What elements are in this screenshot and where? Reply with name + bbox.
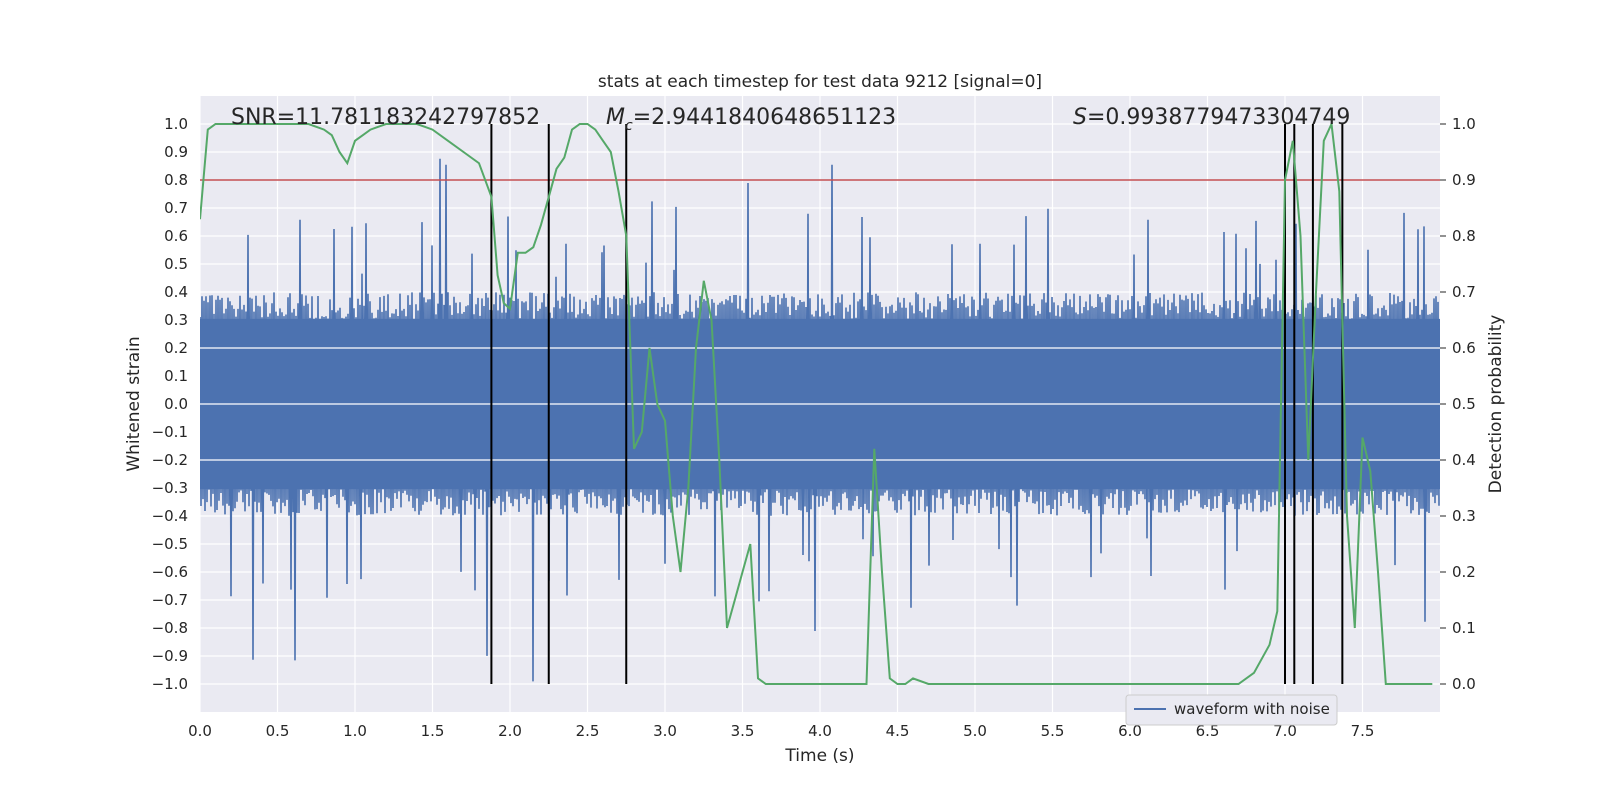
y-tick-label: −0.1 (152, 423, 188, 441)
snr-annotation: SNR=11.781183242797852 (231, 105, 540, 130)
x-tick-label: 4.0 (808, 722, 832, 740)
x-tick-label: 2.0 (498, 722, 522, 740)
y-tick-label: −0.3 (152, 479, 188, 497)
x-tick-label: 6.5 (1196, 722, 1220, 740)
y2-tick-label: 0.4 (1452, 451, 1476, 469)
y-tick-label: −0.8 (152, 619, 188, 637)
y-tick-label: −0.9 (152, 647, 188, 665)
y-axis-label: Whitened strain (124, 336, 144, 471)
x-axis-label: Time (s) (784, 746, 854, 766)
x-tick-label: 1.5 (421, 722, 445, 740)
y-tick-label: −0.5 (152, 535, 188, 553)
y2-tick-label: 0.2 (1452, 563, 1476, 581)
y-tick-label: 0.8 (164, 171, 188, 189)
x-tick-label: 7.5 (1351, 722, 1375, 740)
y-tick-label: −0.6 (152, 563, 188, 581)
chirp-mass-subscript: c (625, 118, 633, 134)
chart-title: stats at each timestep for test data 921… (598, 72, 1042, 92)
y-tick-label: 0.1 (164, 367, 188, 385)
legend: waveform with noise (1125, 694, 1338, 726)
y2-axis-label: Detection probability (1486, 315, 1506, 494)
x-tick-label: 4.5 (886, 722, 910, 740)
y-tick-label: 0.3 (164, 311, 188, 329)
waveform-series (200, 158, 1440, 682)
y2-tick-label: 0.6 (1452, 339, 1476, 357)
x-tick-label: 1.0 (343, 722, 367, 740)
y-tick-label: 0.4 (164, 283, 188, 301)
x-tick-label: 3.0 (653, 722, 677, 740)
y-tick-label: −0.2 (152, 451, 188, 469)
x-tick-label: 5.0 (963, 722, 987, 740)
y2-tick-label: 0.5 (1452, 395, 1476, 413)
y-tick-label: 0.9 (164, 143, 188, 161)
y-tick-label: 0.7 (164, 199, 188, 217)
chirp-mass-annotation: Mc=2.9441840648651123 (606, 105, 896, 134)
x-tick-label: 0.0 (188, 722, 212, 740)
y-tick-label: 0.0 (164, 395, 188, 413)
y2-tick-label: 1.0 (1452, 115, 1476, 133)
s-value: =0.9938779473304749 (1087, 105, 1350, 130)
y-tick-label: 0.2 (164, 339, 188, 357)
y-tick-label: −0.4 (152, 507, 188, 525)
x-tick-label: 5.5 (1041, 722, 1065, 740)
y2-tick-label: 0.3 (1452, 507, 1476, 525)
tick-labels: 0.0 0.5 1.0 1.5 2.0 2.5 3.0 3.5 4.0 4.5 5.0 5.5 6.0 6… (152, 115, 1476, 740)
vertical-markers (490, 124, 1344, 684)
s-symbol: S (1073, 105, 1087, 130)
x-tick-label: 2.5 (576, 722, 600, 740)
x-tick-label: 7.0 (1273, 722, 1297, 740)
probability-series (200, 120, 1433, 685)
y2-tick-label: 0.9 (1452, 171, 1476, 189)
y-tick-label: −1.0 (152, 675, 188, 693)
legend-label: waveform with noise (1174, 700, 1330, 718)
y-tick-label: 1.0 (164, 115, 188, 133)
y2-tick-label: 0.8 (1452, 227, 1476, 245)
x-tick-label: 3.5 (731, 722, 755, 740)
chirp-mass-value: =2.9441840648651123 (633, 105, 896, 130)
y-tick-label: 0.5 (164, 255, 188, 273)
probability-line (200, 120, 1433, 685)
x-tick-label: 6.0 (1118, 722, 1142, 740)
legend-box (1125, 694, 1338, 726)
y-tick-label: 0.6 (164, 227, 188, 245)
y2-tick-label: 0.1 (1452, 619, 1476, 637)
y-tick-label: −0.7 (152, 591, 188, 609)
x-tick-label: 0.5 (266, 722, 290, 740)
y2-tick-label: 0.0 (1452, 675, 1476, 693)
chirp-mass-symbol: M (606, 105, 625, 130)
s-annotation: S=0.9938779473304749 (1073, 105, 1350, 130)
y2-tick-label: 0.7 (1452, 283, 1476, 301)
